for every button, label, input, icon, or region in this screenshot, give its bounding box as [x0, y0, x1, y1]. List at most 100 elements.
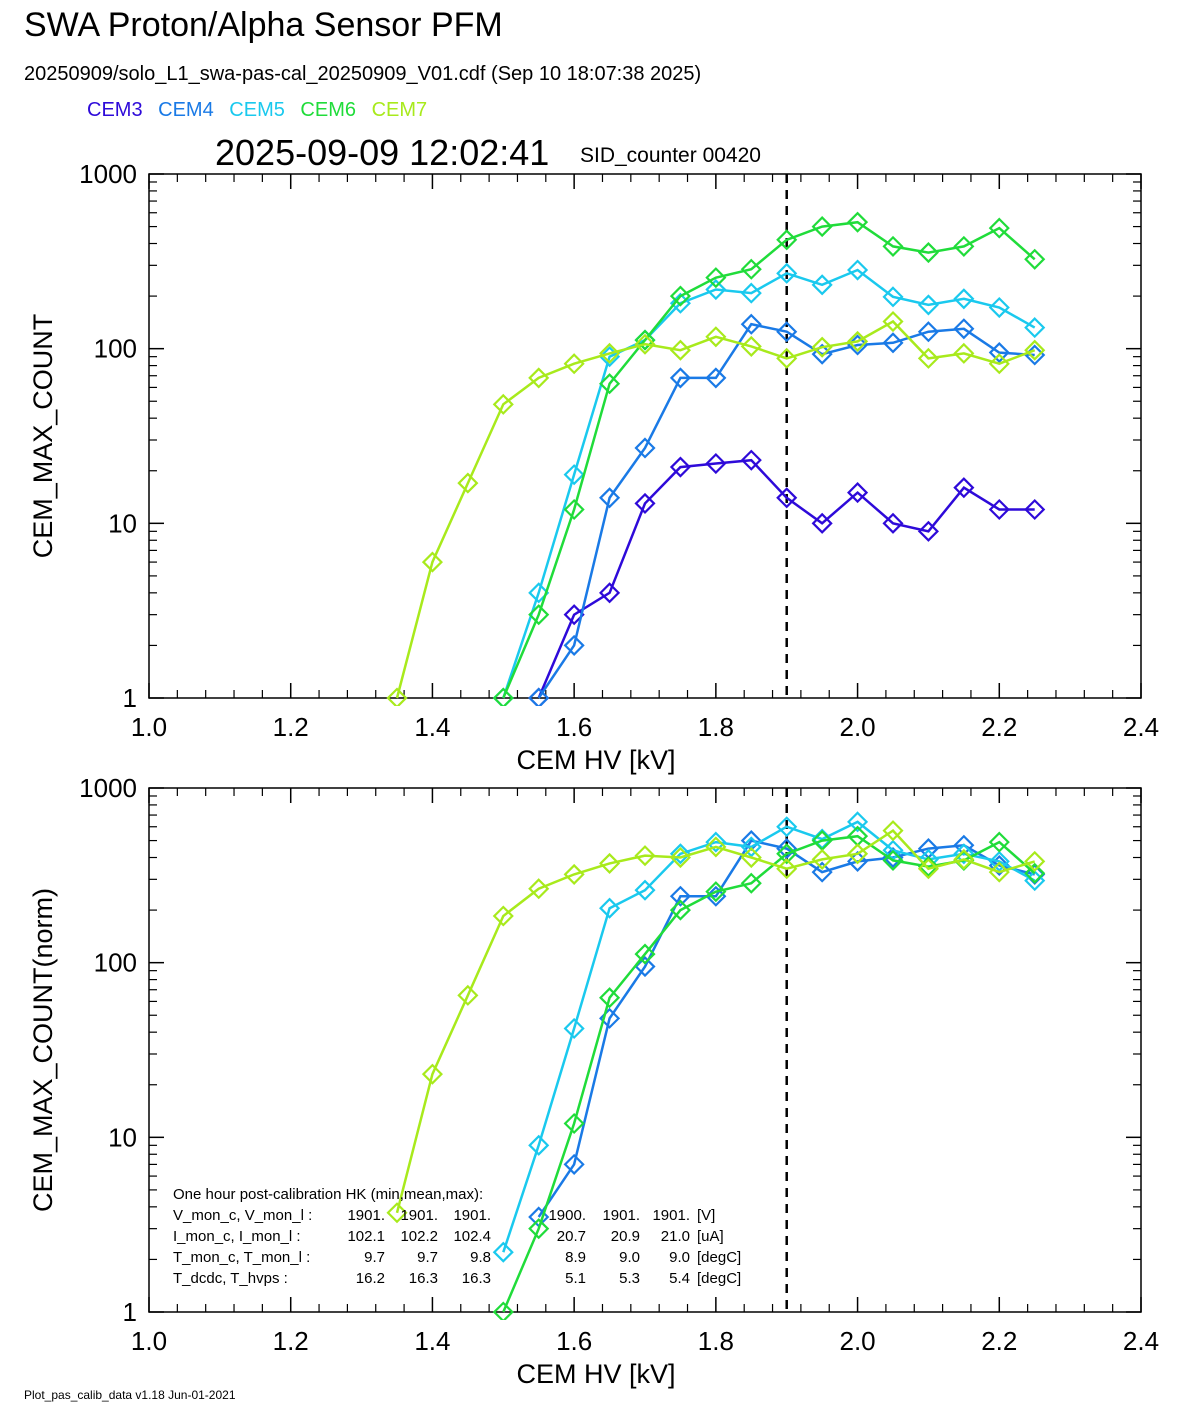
x-axis-label: CEM HV [kV]	[516, 745, 675, 775]
hk-value-b: 1901.	[652, 1207, 690, 1224]
data-point-cem3	[953, 477, 975, 499]
data-point-cem7	[811, 848, 833, 870]
data-point-cem5	[634, 879, 656, 901]
data-point-cem6	[917, 242, 939, 264]
data-point-cem7	[386, 1202, 408, 1224]
data-point-cem5	[776, 816, 798, 838]
plot-frame	[148, 787, 1142, 1313]
data-point-cem5	[847, 811, 869, 833]
data-point-cem7	[740, 335, 762, 357]
data-point-cem4	[917, 321, 939, 343]
legend: CEM3 CEM4 CEM5 CEM6 CEM7	[87, 99, 437, 122]
data-point-cem4	[953, 318, 975, 340]
x-axis-label: CEM HV [kV]	[516, 1359, 675, 1389]
hk-row-label: I_mon_c, I_mon_l :	[173, 1228, 301, 1245]
y-tick-label: 1	[123, 1297, 137, 1327]
data-point-cem7	[1024, 339, 1046, 361]
series-line-cem5	[502, 820, 1036, 1253]
data-point-cem7	[953, 342, 975, 364]
data-point-cem7	[882, 310, 904, 333]
data-point-cem3	[882, 512, 904, 534]
legend-item-cem7: CEM7	[371, 99, 428, 121]
data-point-cem7	[776, 858, 798, 880]
x-tick-label: 1.6	[556, 712, 592, 742]
data-point-cem7	[599, 342, 621, 364]
plot-frame	[148, 173, 1142, 699]
hk-value-b: 1900.	[548, 1207, 586, 1224]
series-line-cem4	[537, 322, 1035, 699]
data-point-cem4	[776, 321, 798, 343]
data-point-cem3	[811, 512, 833, 534]
data-point-cem7	[988, 353, 1010, 375]
y-tick-label: 1000	[79, 773, 137, 803]
data-point-cem6	[1024, 862, 1046, 884]
data-point-cem7	[1024, 850, 1046, 872]
data-point-cem6	[988, 217, 1010, 239]
data-point-cem7	[457, 472, 479, 494]
x-tick-label: 2.2	[981, 1326, 1017, 1356]
data-point-cem4	[634, 437, 656, 459]
data-point-cem6	[705, 267, 727, 289]
data-point-cem5	[528, 1134, 550, 1156]
data-point-cem7	[669, 846, 691, 869]
y-tick-label: 1	[123, 683, 137, 713]
x-tick-label: 2.0	[839, 1326, 875, 1356]
x-tick-label: 2.0	[839, 712, 875, 742]
hk-value-a: 1901.	[347, 1207, 385, 1224]
data-point-cem5	[705, 831, 727, 853]
data-point-cem7	[492, 905, 514, 927]
hk-box: One hour post-calibration HK (min,mean,m…	[173, 1186, 741, 1287]
data-point-cem6	[492, 1301, 514, 1320]
hk-value-b: 9.0	[669, 1249, 690, 1266]
data-point-cem4	[705, 367, 727, 389]
x-tick-label: 2.4	[1123, 1326, 1159, 1356]
series-group	[386, 811, 1046, 1320]
data-point-cem5	[953, 843, 975, 865]
y-axis-label: CEM_MAX_COUNT	[28, 314, 58, 559]
data-point-cem5	[776, 262, 798, 284]
data-point-cem6	[528, 604, 550, 626]
data-point-cem7	[599, 852, 621, 874]
data-point-cem7	[634, 333, 656, 355]
x-tick-label: 1.0	[131, 1326, 167, 1356]
data-point-cem5	[528, 582, 550, 604]
data-point-cem4	[988, 342, 1010, 364]
x-tick-label: 1.0	[131, 712, 167, 742]
data-point-cem5	[599, 897, 621, 919]
x-tick-label: 1.2	[273, 712, 309, 742]
hk-value-b: 9.0	[619, 1249, 640, 1266]
series-line-cem7	[395, 828, 1036, 1214]
hk-value-a: 102.2	[400, 1228, 438, 1245]
data-point-cem5	[563, 464, 585, 486]
data-point-cem4	[669, 367, 691, 389]
data-point-cem5	[1024, 317, 1046, 339]
chart-title: SWA Proton/Alpha Sensor PFM	[24, 6, 503, 44]
data-point-cem6	[1024, 248, 1046, 270]
data-point-cem6	[953, 235, 975, 257]
data-point-cem6	[634, 329, 656, 351]
hk-value-a: 16.3	[409, 1270, 438, 1287]
hk-value-b: 20.7	[557, 1228, 586, 1245]
data-point-cem7	[847, 330, 869, 352]
x-tick-label: 1.2	[273, 1326, 309, 1356]
hk-value-a: 16.3	[462, 1270, 491, 1287]
hk-unit: [V]	[697, 1207, 715, 1224]
x-tick-label: 1.6	[556, 1326, 592, 1356]
data-point-cem7	[953, 848, 975, 870]
data-point-cem4	[882, 332, 904, 354]
data-point-cem4	[563, 634, 585, 656]
data-point-cem5	[988, 850, 1010, 872]
data-point-cem6	[669, 285, 691, 307]
hk-row-label: T_dcdc, T_hvps :	[173, 1270, 288, 1287]
data-point-cem6	[563, 1112, 585, 1135]
data-point-cem3	[917, 520, 939, 542]
data-point-cem7	[669, 339, 691, 361]
data-point-cem5	[492, 1241, 514, 1263]
data-point-cem5	[953, 288, 975, 310]
data-point-cem7	[563, 863, 585, 885]
data-point-cem3	[740, 449, 762, 471]
hk-value-b: 5.3	[619, 1270, 640, 1287]
legend-item-cem5: CEM5	[229, 99, 285, 121]
hk-value-b: 8.9	[565, 1249, 586, 1266]
data-point-cem5	[988, 296, 1010, 319]
